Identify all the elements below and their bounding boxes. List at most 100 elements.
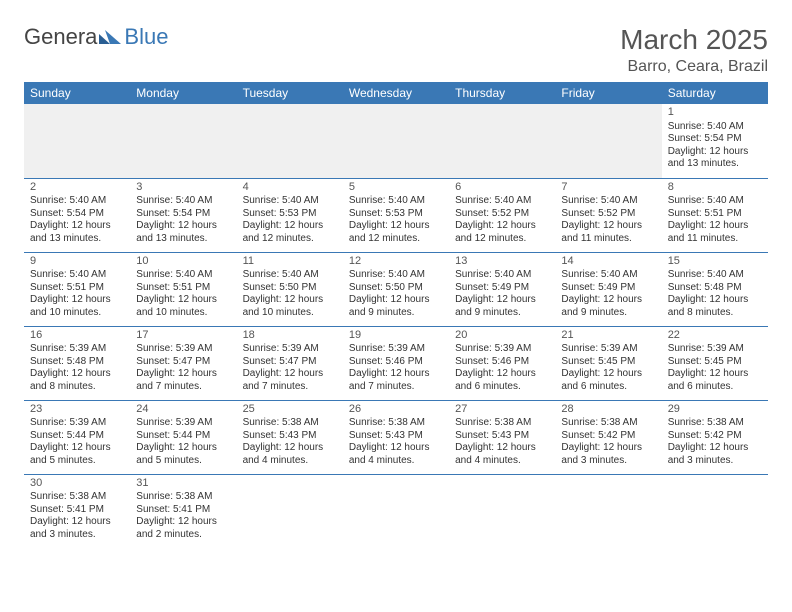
day-number: 15 [668,255,762,269]
day-info: Sunrise: 5:40 AMSunset: 5:54 PMDaylight:… [30,195,124,245]
daylight-line: Daylight: 12 hours [668,442,762,455]
day-info: Sunrise: 5:38 AMSunset: 5:43 PMDaylight:… [455,417,549,467]
weekday-header: Saturday [662,82,768,104]
sunset-line: Sunset: 5:49 PM [455,282,549,295]
sunset-line: Sunset: 5:52 PM [455,208,549,221]
daylight-line: and 3 minutes. [561,455,655,468]
sunrise-line: Sunrise: 5:40 AM [136,195,230,208]
daylight-line: Daylight: 12 hours [668,146,762,159]
daylight-line: and 5 minutes. [136,455,230,468]
day-number: 23 [30,403,124,417]
daylight-line: Daylight: 12 hours [136,368,230,381]
calendar-cell: 12Sunrise: 5:40 AMSunset: 5:50 PMDayligh… [343,252,449,326]
daylight-line: and 13 minutes. [668,158,762,171]
daylight-line: Daylight: 12 hours [136,220,230,233]
weekday-header: Wednesday [343,82,449,104]
calendar-cell: 7Sunrise: 5:40 AMSunset: 5:52 PMDaylight… [555,178,661,252]
day-info: Sunrise: 5:40 AMSunset: 5:51 PMDaylight:… [668,195,762,245]
sunrise-line: Sunrise: 5:40 AM [455,195,549,208]
sunset-line: Sunset: 5:50 PM [243,282,337,295]
day-number: 18 [243,329,337,343]
sunset-line: Sunset: 5:53 PM [243,208,337,221]
sunset-line: Sunset: 5:54 PM [136,208,230,221]
calendar-cell [449,104,555,178]
day-number: 8 [668,181,762,195]
calendar-cell: 24Sunrise: 5:39 AMSunset: 5:44 PMDayligh… [130,400,236,474]
sunrise-line: Sunrise: 5:40 AM [668,195,762,208]
sunrise-line: Sunrise: 5:40 AM [668,269,762,282]
day-number: 11 [243,255,337,269]
day-info: Sunrise: 5:38 AMSunset: 5:41 PMDaylight:… [30,491,124,541]
calendar-cell: 23Sunrise: 5:39 AMSunset: 5:44 PMDayligh… [24,400,130,474]
day-info: Sunrise: 5:39 AMSunset: 5:46 PMDaylight:… [349,343,443,393]
daylight-line: and 9 minutes. [349,307,443,320]
day-number: 22 [668,329,762,343]
sunset-line: Sunset: 5:44 PM [136,430,230,443]
daylight-line: Daylight: 12 hours [561,220,655,233]
daylight-line: Daylight: 12 hours [349,442,443,455]
logo: Genera Blue [24,24,168,50]
sunrise-line: Sunrise: 5:39 AM [455,343,549,356]
sunset-line: Sunset: 5:46 PM [349,356,443,369]
day-info: Sunrise: 5:40 AMSunset: 5:52 PMDaylight:… [455,195,549,245]
daylight-line: and 4 minutes. [243,455,337,468]
sunset-line: Sunset: 5:43 PM [455,430,549,443]
calendar-cell: 13Sunrise: 5:40 AMSunset: 5:49 PMDayligh… [449,252,555,326]
sunrise-line: Sunrise: 5:40 AM [30,195,124,208]
day-info: Sunrise: 5:40 AMSunset: 5:50 PMDaylight:… [243,269,337,319]
sunrise-line: Sunrise: 5:40 AM [455,269,549,282]
day-number: 16 [30,329,124,343]
calendar-cell: 28Sunrise: 5:38 AMSunset: 5:42 PMDayligh… [555,400,661,474]
daylight-line: Daylight: 12 hours [30,442,124,455]
daylight-line: and 13 minutes. [30,233,124,246]
calendar-cell: 22Sunrise: 5:39 AMSunset: 5:45 PMDayligh… [662,326,768,400]
sunrise-line: Sunrise: 5:38 AM [349,417,443,430]
calendar-cell [343,474,449,548]
calendar-cell: 14Sunrise: 5:40 AMSunset: 5:49 PMDayligh… [555,252,661,326]
day-number: 25 [243,403,337,417]
calendar-week-row: 30Sunrise: 5:38 AMSunset: 5:41 PMDayligh… [24,474,768,548]
day-number: 14 [561,255,655,269]
daylight-line: Daylight: 12 hours [243,442,337,455]
daylight-line: Daylight: 12 hours [349,294,443,307]
calendar-cell [449,474,555,548]
daylight-line: and 6 minutes. [668,381,762,394]
sunset-line: Sunset: 5:44 PM [30,430,124,443]
daylight-line: Daylight: 12 hours [561,294,655,307]
daylight-line: Daylight: 12 hours [455,442,549,455]
daylight-line: and 7 minutes. [243,381,337,394]
daylight-line: Daylight: 12 hours [668,368,762,381]
day-number: 10 [136,255,230,269]
day-info: Sunrise: 5:39 AMSunset: 5:47 PMDaylight:… [243,343,337,393]
daylight-line: and 3 minutes. [30,529,124,542]
title-block: March 2025 Barro, Ceara, Brazil [620,24,768,76]
daylight-line: Daylight: 12 hours [243,368,337,381]
sunrise-line: Sunrise: 5:40 AM [668,121,762,134]
calendar-cell: 4Sunrise: 5:40 AMSunset: 5:53 PMDaylight… [237,178,343,252]
sunrise-line: Sunrise: 5:40 AM [349,195,443,208]
calendar-cell [662,474,768,548]
day-number: 9 [30,255,124,269]
day-info: Sunrise: 5:39 AMSunset: 5:44 PMDaylight:… [136,417,230,467]
sunrise-line: Sunrise: 5:38 AM [668,417,762,430]
calendar-cell: 18Sunrise: 5:39 AMSunset: 5:47 PMDayligh… [237,326,343,400]
weekday-header: Friday [555,82,661,104]
sunset-line: Sunset: 5:47 PM [243,356,337,369]
daylight-line: Daylight: 12 hours [243,220,337,233]
calendar-cell: 11Sunrise: 5:40 AMSunset: 5:50 PMDayligh… [237,252,343,326]
day-info: Sunrise: 5:40 AMSunset: 5:48 PMDaylight:… [668,269,762,319]
location: Barro, Ceara, Brazil [620,58,768,76]
day-info: Sunrise: 5:38 AMSunset: 5:42 PMDaylight:… [668,417,762,467]
sunset-line: Sunset: 5:45 PM [561,356,655,369]
calendar-cell [130,104,236,178]
day-info: Sunrise: 5:40 AMSunset: 5:53 PMDaylight:… [349,195,443,245]
daylight-line: Daylight: 12 hours [136,294,230,307]
day-number: 4 [243,181,337,195]
daylight-line: and 10 minutes. [30,307,124,320]
daylight-line: Daylight: 12 hours [349,368,443,381]
calendar-cell: 27Sunrise: 5:38 AMSunset: 5:43 PMDayligh… [449,400,555,474]
daylight-line: and 6 minutes. [455,381,549,394]
daylight-line: Daylight: 12 hours [561,442,655,455]
day-number: 29 [668,403,762,417]
day-number: 3 [136,181,230,195]
